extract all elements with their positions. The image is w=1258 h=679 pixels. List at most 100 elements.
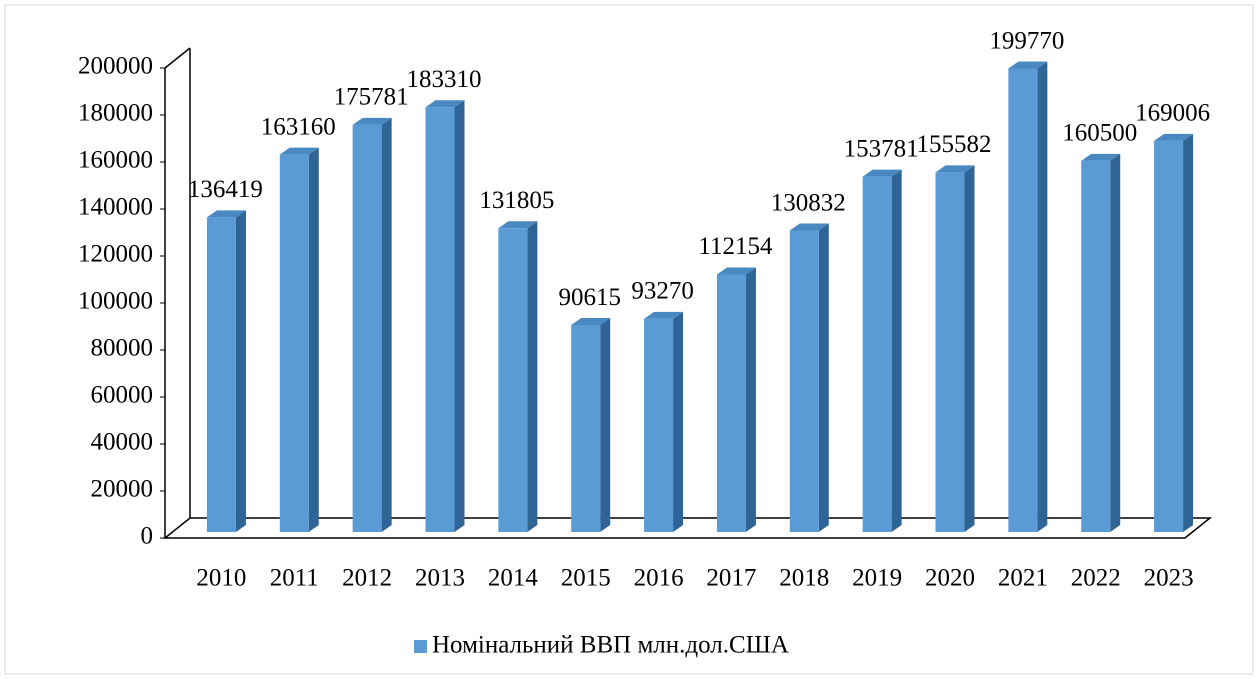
bar-top	[1081, 153, 1121, 161]
bar-top	[352, 117, 392, 125]
data-label: 153781	[844, 135, 919, 162]
data-label: 93270	[631, 278, 694, 305]
x-tick-label: 2021	[998, 565, 1048, 592]
data-label: 136419	[188, 176, 263, 203]
bar	[352, 117, 392, 533]
x-tick-label: 2013	[415, 565, 465, 592]
bar	[1154, 133, 1194, 532]
bar	[862, 169, 902, 532]
y-tick-label: 200000	[78, 53, 153, 80]
chart-border	[4, 4, 1254, 675]
data-label: 90615	[558, 284, 621, 311]
y-tick-label: 180000	[78, 100, 153, 127]
bar-side	[745, 267, 756, 532]
y-tick-label: 40000	[91, 429, 154, 456]
bar-side	[964, 165, 975, 532]
y-tick-label: 100000	[78, 288, 153, 315]
y-tick-label: 60000	[91, 382, 154, 409]
bar-front	[1081, 160, 1111, 532]
bar	[279, 147, 319, 532]
data-label: 169006	[1135, 100, 1210, 127]
x-tick-label: 2020	[925, 565, 975, 592]
y-tick-label: 140000	[78, 194, 153, 221]
legend-label: Номінальний ВВП млн.дол.США	[432, 632, 789, 659]
bar-side	[1183, 133, 1194, 532]
bar	[1008, 61, 1048, 533]
floor	[162, 517, 1213, 539]
bar-front	[352, 124, 382, 533]
y-tick-label: 80000	[91, 335, 154, 362]
bar-side	[600, 318, 611, 532]
bar-top	[789, 223, 829, 231]
bar	[935, 165, 975, 532]
bar-side	[235, 210, 246, 532]
data-label: 131805	[479, 187, 554, 214]
data-label: 183310	[407, 66, 482, 93]
x-tick-label: 2016	[634, 565, 684, 592]
bar-front	[498, 228, 528, 533]
bar	[498, 221, 538, 533]
bar-top	[1008, 61, 1048, 69]
bar	[716, 267, 756, 532]
bar-top	[935, 165, 975, 173]
bar-side	[381, 117, 392, 533]
bar-side	[818, 223, 829, 532]
data-label: 175781	[334, 84, 409, 111]
y-tick-label: 160000	[78, 147, 153, 174]
bar-front	[862, 176, 892, 532]
bar-side	[527, 221, 538, 533]
bar-top	[716, 267, 756, 275]
bar	[425, 100, 465, 532]
bar-front	[571, 325, 601, 532]
bar-front	[1008, 68, 1038, 532]
bar-top	[206, 210, 246, 218]
bar-side	[1110, 153, 1121, 532]
legend-swatch	[414, 640, 427, 653]
bar-front	[425, 107, 455, 532]
bar-front	[644, 318, 674, 532]
x-tick-label: 2015	[561, 565, 611, 592]
data-label: 112154	[698, 233, 773, 260]
x-tick-label: 2011	[270, 565, 319, 592]
bar	[206, 210, 246, 532]
bar-front	[206, 217, 236, 532]
y-tick-label: 0	[141, 523, 154, 550]
bar-side	[454, 100, 465, 532]
bar	[644, 311, 684, 532]
bar-side	[891, 169, 902, 532]
bar-top	[1154, 133, 1194, 141]
bar-front	[716, 274, 746, 532]
bar	[571, 318, 611, 532]
y-tick-label: 20000	[91, 476, 154, 503]
bar-side	[1037, 61, 1048, 533]
x-tick-label: 2014	[488, 565, 539, 592]
data-label: 155582	[917, 131, 992, 158]
bar-front	[279, 154, 309, 532]
x-tick-label: 2023	[1144, 565, 1194, 592]
data-label: 130832	[771, 189, 846, 216]
x-tick-label: 2018	[779, 565, 829, 592]
x-tick-label: 2019	[852, 565, 902, 592]
x-tick-label: 2010	[196, 565, 246, 592]
bar-top	[498, 221, 538, 229]
bar-top	[862, 169, 902, 177]
bar-top	[644, 311, 684, 319]
x-tick-label: 2017	[706, 565, 756, 592]
bar-front	[1154, 140, 1184, 532]
bar-front	[935, 172, 965, 532]
bar-side	[308, 147, 319, 532]
bar-front	[789, 230, 819, 532]
bar-top	[279, 147, 319, 155]
bar-side	[673, 311, 684, 532]
y-tick-label: 120000	[78, 241, 153, 268]
data-label: 199770	[989, 27, 1064, 54]
bar	[1081, 153, 1121, 532]
x-tick-label: 2022	[1071, 565, 1121, 592]
bar	[789, 223, 829, 532]
bar-top	[425, 100, 465, 108]
data-label: 160500	[1062, 120, 1137, 147]
data-label: 163160	[261, 113, 336, 140]
x-tick-label: 2012	[342, 565, 392, 592]
bar-top	[571, 318, 611, 326]
